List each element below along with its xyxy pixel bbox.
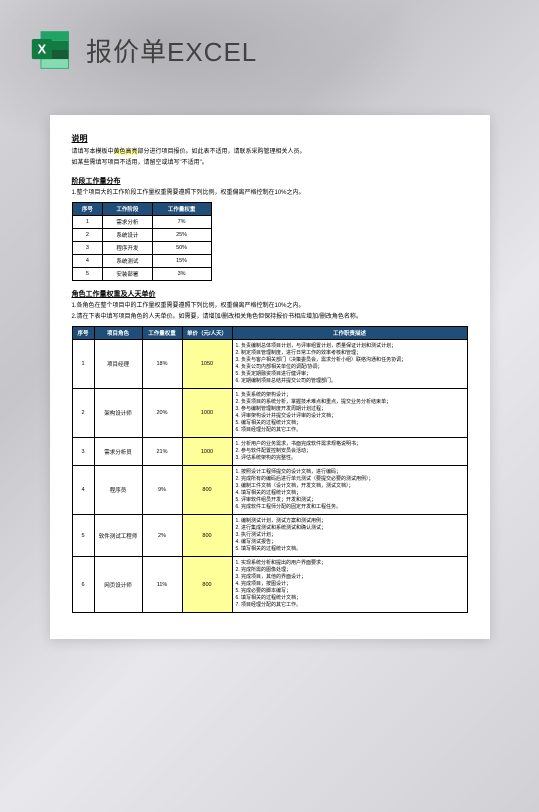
- table-row: 5安装部署3%: [72, 268, 211, 281]
- section-heading: 角色工作量权重及人天单价: [72, 289, 468, 299]
- price-cell[interactable]: 1050: [182, 340, 232, 389]
- price-cell[interactable]: 800: [182, 515, 232, 557]
- table-row: 4系统测试15%: [72, 255, 211, 268]
- table-row: 4程序员9%8001. 按照设计工程师提交的设计文档，进行编码；2. 完成所有的…: [72, 466, 467, 515]
- document-preview: 说明 请填写本模板中黄色高亮部分进行项目报价。如此表不适用，请联系采购管理相关人…: [50, 115, 490, 639]
- excel-icon: X: [30, 28, 74, 72]
- svg-text:X: X: [38, 42, 47, 57]
- table-row: 1需求分析7%: [72, 216, 211, 229]
- instruction-line: 如某些需填写项目不适用，请留空或填写"不适用"。: [72, 159, 468, 168]
- table-header: 工作量权重: [152, 203, 211, 216]
- table-header: 工作职责描述: [232, 327, 467, 340]
- price-cell[interactable]: 800: [182, 557, 232, 613]
- page-header: X 报价单EXCEL: [0, 0, 539, 72]
- price-cell[interactable]: 800: [182, 466, 232, 515]
- table-row: 6网页设计师11%8001. 实现系统分析和提出的用户界面要求；2. 完成所需的…: [72, 557, 467, 613]
- instruction-line: 请填写本模板中黄色高亮部分进行项目报价。如此表不适用，请联系采购管理相关人员。: [72, 148, 468, 157]
- page-title: 报价单EXCEL: [86, 32, 257, 69]
- table-row: 3程序开发50%: [72, 242, 211, 255]
- role-price-table: 序号项目角色工作量权重单价（元/人天）工作职责描述 1项目经理18%10501.…: [72, 326, 468, 613]
- table-header: 项目角色: [94, 327, 142, 340]
- table-row: 2架构设计师20%10001. 负责系统的架构设计；2. 负责项目的系统分析，掌…: [72, 389, 467, 438]
- table-row: 5软件测试工程师2%8001. 编制测试计划，测试方案和测试用例；2. 进行集成…: [72, 515, 467, 557]
- table-header: 工作阶段: [103, 203, 152, 216]
- note-line: 2.清在下表中填写项目角色的人天单价。如需要，请增加/删改相关角色但保持报价书相…: [72, 313, 468, 322]
- table-header: 序号: [72, 327, 94, 340]
- section-heading: 阶段工作量分布: [72, 176, 468, 186]
- price-cell[interactable]: 1000: [182, 438, 232, 466]
- price-cell[interactable]: 1000: [182, 389, 232, 438]
- section-heading: 说明: [72, 133, 468, 144]
- table-header: 工作量权重: [142, 327, 182, 340]
- table-header: 单价（元/人天）: [182, 327, 232, 340]
- phase-weight-table: 序号工作阶段工作量权重 1需求分析7%2系统设计25%3程序开发50%4系统测试…: [72, 202, 212, 281]
- note-line: 1.整个项目大的工作阶段工作量权重需要遵照下列比例，权重偏离严格控制在10%之内…: [72, 189, 468, 198]
- note-line: 1.各角色在整个项目中的工作量权重需要遵照下列比例，权重偏离严格控制在10%之内…: [72, 302, 468, 311]
- table-row: 2系统设计25%: [72, 229, 211, 242]
- table-row: 3需求分析员21%10001. 分析用户的业务需求，书面完成软件需求规格说明书；…: [72, 438, 467, 466]
- table-row: 1项目经理18%10501. 负责编制总体项目计划，与评审组置计划，质量保证计划…: [72, 340, 467, 389]
- table-header: 序号: [72, 203, 103, 216]
